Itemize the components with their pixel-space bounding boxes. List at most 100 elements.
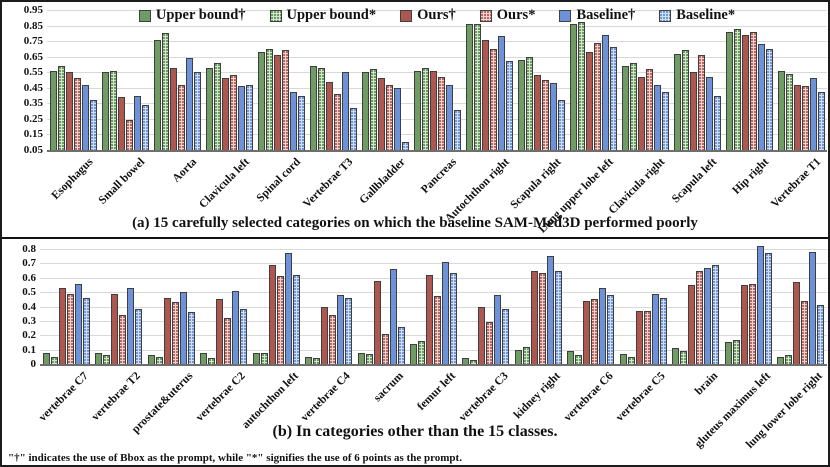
- footnote: "†" indicates the use of Bbox as the pro…: [8, 452, 462, 464]
- bar: [680, 351, 688, 364]
- bar-group: [515, 10, 567, 150]
- bar: [179, 292, 187, 364]
- legend-item: Baseline*: [659, 7, 735, 24]
- bar: [73, 78, 81, 150]
- bar: [133, 95, 141, 150]
- bar: [629, 62, 637, 150]
- bar: [117, 97, 125, 150]
- chart-other-categories: 0.8 0.7 0.6 0.5 0.4 0.3 0.2 0.1 0 vertebrae C7 ver…: [2, 241, 828, 465]
- bar: [224, 318, 232, 364]
- bar: [205, 67, 213, 150]
- bar: [593, 42, 601, 150]
- category-label: Vertebrae T1: [769, 156, 824, 211]
- bar: [653, 84, 661, 150]
- bar: [50, 356, 58, 364]
- bar: [645, 69, 653, 150]
- bar: [111, 293, 119, 364]
- bar: [208, 358, 216, 364]
- bar: [413, 70, 421, 150]
- bar-group: [460, 249, 512, 364]
- y-axis-tick-label: 0.8: [22, 243, 36, 255]
- y-axis-tick-label: 0.1: [22, 343, 36, 356]
- bar: [66, 293, 74, 364]
- y-axis-tick-label: 0.2: [22, 329, 36, 342]
- gridline: [47, 118, 827, 120]
- bar: [42, 352, 50, 364]
- bar: [171, 302, 179, 364]
- bar: [373, 280, 381, 364]
- bar: [449, 273, 457, 364]
- gridline: [40, 263, 827, 265]
- bar: [541, 80, 549, 150]
- bar: [245, 84, 253, 150]
- y-axis-tick-label: 0.25: [23, 112, 43, 125]
- bar: [177, 84, 185, 150]
- bar: [661, 92, 669, 150]
- bar: [292, 274, 300, 364]
- bar: [494, 295, 502, 364]
- bar: [185, 58, 193, 150]
- y-axis-tick-label: 0.4: [22, 300, 36, 313]
- caption-panel-a: (a) 15 carefully selected categories on …: [132, 215, 698, 231]
- category-label: Gallbladder: [356, 156, 408, 207]
- bar: [497, 36, 505, 150]
- bar: [273, 55, 281, 150]
- bar-group: [723, 10, 775, 150]
- bar: [619, 353, 627, 364]
- bar: [481, 39, 489, 150]
- gridline: [47, 56, 827, 58]
- bar: [333, 94, 341, 150]
- category-label: vertebrae C3: [456, 370, 511, 424]
- category-label: sacrum: [371, 370, 406, 405]
- bar: [385, 84, 393, 150]
- bar: [349, 108, 357, 150]
- x-axis-line: [47, 150, 827, 152]
- bar-group: [670, 249, 722, 364]
- bar: [341, 72, 349, 150]
- bar: [486, 322, 494, 364]
- bar: [643, 310, 651, 364]
- bar: [401, 142, 409, 150]
- bar: [369, 69, 377, 150]
- bar: [577, 22, 585, 150]
- bar: [681, 50, 689, 150]
- bar: [82, 297, 90, 364]
- gridline: [47, 87, 827, 89]
- category-label: brain: [692, 370, 721, 398]
- bar: [689, 72, 697, 150]
- gridline: [40, 306, 827, 308]
- y-axis-tick-label: 0.3: [22, 314, 36, 327]
- bar: [470, 359, 478, 364]
- bar-group: [40, 249, 92, 364]
- legend-label: Baseline†: [576, 7, 636, 23]
- bar: [65, 72, 73, 150]
- bar: [433, 296, 441, 364]
- bar-group: [411, 10, 463, 150]
- bar: [141, 104, 149, 150]
- bar: [549, 83, 557, 150]
- bar: [169, 67, 177, 150]
- bar: [125, 120, 133, 150]
- bar: [135, 309, 143, 364]
- bar: [817, 305, 825, 364]
- gridline: [47, 25, 827, 27]
- y-axis-tick-label: 0.55: [23, 66, 43, 79]
- legend-item: Baseline†: [559, 7, 635, 24]
- gridline: [47, 10, 827, 11]
- bar: [409, 343, 417, 364]
- y-axis-tick-label: 0: [30, 358, 37, 370]
- bar: [216, 299, 224, 364]
- category-label: Spinal cord: [255, 156, 304, 205]
- bar: [554, 270, 562, 364]
- bar: [95, 352, 103, 364]
- gridline: [47, 134, 827, 136]
- bar: [153, 39, 161, 150]
- bar: [317, 67, 325, 150]
- legend-swatch-icon: [559, 9, 572, 22]
- gridline: [40, 277, 827, 279]
- bar: [757, 44, 765, 150]
- bar: [651, 293, 659, 364]
- panel-a: Upper bound† Upper bound* Ours† Ours* Baseli…: [2, 2, 828, 239]
- bar: [673, 53, 681, 150]
- bar: [462, 358, 470, 364]
